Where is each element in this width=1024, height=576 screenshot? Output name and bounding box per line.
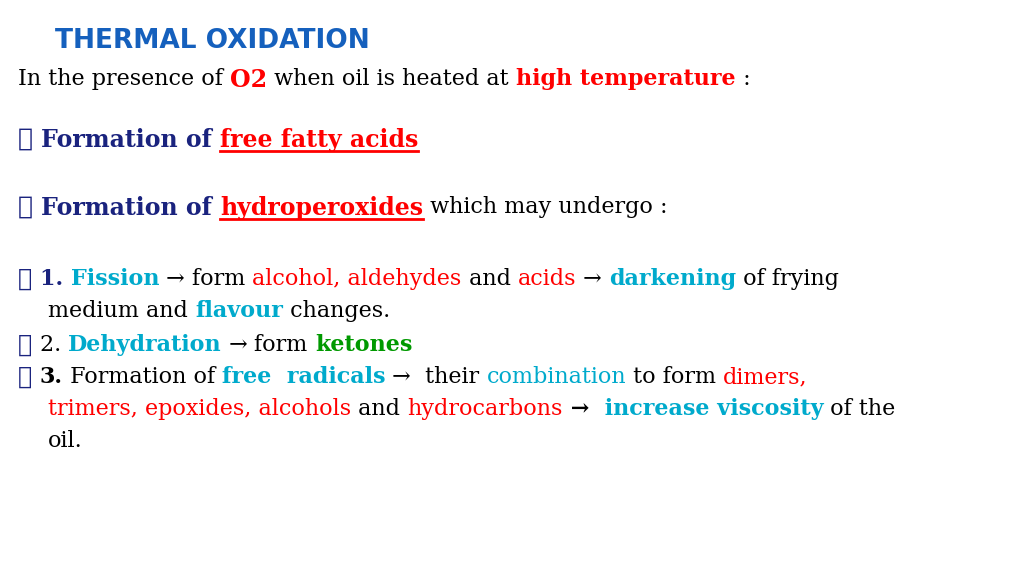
Text: Formation of: Formation of [41,196,220,220]
Text: →: → [159,268,191,290]
Text: Formation of: Formation of [41,128,220,152]
Text: :: : [735,68,751,90]
Text: THERMAL OXIDATION: THERMAL OXIDATION [55,28,370,54]
Text: Fission: Fission [71,268,159,290]
Text: hydroperoxides: hydroperoxides [220,196,423,220]
Text: Formation of: Formation of [62,366,222,388]
Text: of frying: of frying [736,268,839,290]
Text: free fatty acids: free fatty acids [220,128,419,152]
Text: changes.: changes. [283,300,390,322]
Text: acids: acids [517,268,577,290]
Text: 3.: 3. [40,366,62,388]
Text: and: and [462,268,517,290]
Text: their: their [418,366,486,388]
Text: ➤: ➤ [18,128,41,151]
Text: combination: combination [486,366,626,388]
Text: ➤: ➤ [18,268,40,291]
Text: and: and [351,398,408,420]
Text: ketones: ketones [314,334,413,356]
Text: when oil is heated at: when oil is heated at [267,68,516,90]
Text: free  radicals: free radicals [222,366,385,388]
Text: of the: of the [823,398,896,420]
Text: ➤: ➤ [18,366,40,389]
Text: which may undergo :: which may undergo : [423,196,668,218]
Text: dimers,: dimers, [723,366,808,388]
Text: oil.: oil. [48,430,83,452]
Text: In the presence of: In the presence of [18,68,230,90]
Text: flavour: flavour [195,300,283,322]
Text: Dehydration: Dehydration [68,334,221,356]
Text: to form: to form [626,366,723,388]
Text: darkening: darkening [609,268,736,290]
Text: 2.: 2. [40,334,68,356]
Text: →: → [562,398,597,420]
Text: form: form [191,268,252,290]
Text: ➤: ➤ [18,334,40,357]
Text: O2: O2 [230,68,267,92]
Text: →: → [221,334,255,356]
Text: medium and: medium and [48,300,195,322]
Text: form: form [255,334,314,356]
Text: 1.: 1. [40,268,71,290]
Text: hydrocarbons: hydrocarbons [408,398,562,420]
Text: trimers, epoxides, alcohols: trimers, epoxides, alcohols [48,398,351,420]
Text: alcohol, aldehydes: alcohol, aldehydes [252,268,462,290]
Text: →: → [385,366,418,388]
Text: →: → [577,268,609,290]
Text: increase viscosity: increase viscosity [597,398,823,420]
Text: high temperature: high temperature [516,68,735,90]
Text: ➤: ➤ [18,196,41,219]
